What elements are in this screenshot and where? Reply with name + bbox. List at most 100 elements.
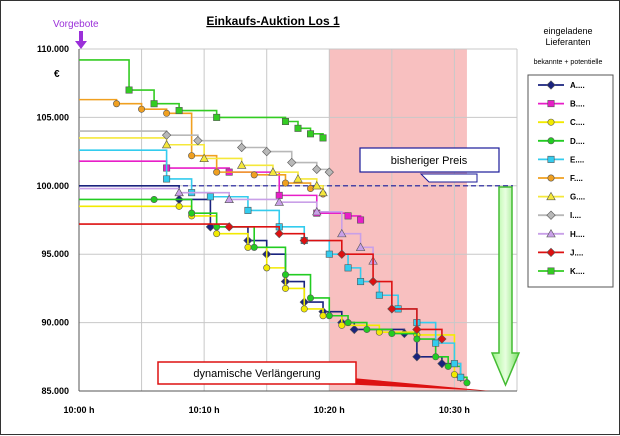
legend-item: G.... <box>538 191 585 202</box>
chart-title: Einkaufs-Auktion Los 1 <box>206 14 340 28</box>
data-point <box>213 168 221 176</box>
legend-title-line1: eingeladene <box>543 26 592 36</box>
data-point <box>312 164 322 175</box>
data-point <box>244 206 252 214</box>
axes: 85.000 90.000 95.000 100.000 105.000 110.000 1… <box>36 44 517 415</box>
legend-swatch-marker <box>547 155 555 163</box>
data-point <box>299 235 309 246</box>
legend-title-line2: Lieferanten <box>545 37 590 47</box>
legend-swatch-marker <box>547 137 555 145</box>
data-point <box>387 304 397 314</box>
data-point <box>193 136 203 146</box>
data-point <box>437 359 447 369</box>
data-point <box>294 124 302 132</box>
data-point <box>337 249 347 259</box>
data-point <box>325 250 333 258</box>
x-tick-label: 10:20 h <box>314 405 345 415</box>
data-point <box>161 139 172 149</box>
legend-item: H.... <box>538 228 585 239</box>
data-point <box>450 360 458 368</box>
data-point <box>163 109 171 117</box>
data-point <box>206 193 214 201</box>
data-point <box>113 100 121 108</box>
y-tick-label: 105.000 <box>36 112 69 122</box>
data-point <box>250 243 258 251</box>
series-layer <box>79 59 471 387</box>
legend-label: G.... <box>570 193 585 202</box>
data-point <box>175 107 183 115</box>
data-point <box>274 197 284 206</box>
x-tick-label: 10:00 h <box>63 405 94 415</box>
data-point <box>432 339 440 347</box>
data-point <box>349 324 359 335</box>
y-tick-label: 100.000 <box>36 181 69 191</box>
data-point <box>199 153 209 162</box>
data-point <box>293 174 303 183</box>
y-tick-label: 90.000 <box>41 318 69 328</box>
legend-swatch-marker <box>547 118 555 126</box>
data-point <box>319 312 327 320</box>
legend-item: I.... <box>538 210 581 220</box>
data-point <box>413 335 421 343</box>
series-10 <box>79 59 327 142</box>
data-point <box>450 371 458 379</box>
data-point <box>307 294 315 302</box>
legend-item: D.... <box>538 137 585 146</box>
legend-label: H.... <box>570 230 585 239</box>
data-point <box>338 321 346 329</box>
data-point <box>319 134 327 142</box>
data-point <box>437 334 447 344</box>
data-point <box>150 100 158 108</box>
data-point <box>344 319 352 327</box>
data-point <box>325 312 333 320</box>
data-point <box>337 228 347 238</box>
legend-label: J.... <box>570 248 583 257</box>
data-point <box>312 180 322 190</box>
data-point <box>268 167 278 176</box>
legend-item: J.... <box>538 247 583 258</box>
legend-swatch-marker <box>547 100 555 108</box>
data-point <box>357 278 365 286</box>
data-point <box>281 179 289 187</box>
data-point <box>457 373 465 381</box>
series-line <box>79 98 324 195</box>
data-point <box>125 86 133 94</box>
data-point <box>281 284 289 292</box>
series-line <box>79 205 456 375</box>
legend-label: K.... <box>570 267 585 276</box>
series-9 <box>79 222 447 344</box>
legend-item: C.... <box>538 118 585 127</box>
series-6 <box>79 137 328 197</box>
legend-item: B.... <box>538 100 585 109</box>
legend-label: F.... <box>570 174 583 183</box>
data-point <box>150 195 158 203</box>
start-bids-label: Vorgebote <box>53 19 99 30</box>
data-point <box>161 130 172 140</box>
data-point <box>281 118 289 126</box>
data-point <box>236 160 247 169</box>
data-point <box>213 113 221 121</box>
y-tick-label: 85.000 <box>41 386 69 396</box>
legend-item: A.... <box>538 80 585 90</box>
data-point <box>262 146 272 157</box>
data-point <box>318 187 328 197</box>
y-tick-label: 110.000 <box>37 44 69 54</box>
price-drop-arrow-icon <box>490 186 521 387</box>
data-point <box>344 264 352 272</box>
data-point <box>357 216 365 224</box>
series-2 <box>79 202 458 379</box>
data-point <box>412 324 422 335</box>
legend-swatch-marker <box>546 247 556 258</box>
data-point <box>174 187 184 197</box>
legend-swatch-marker <box>546 210 556 220</box>
data-point <box>224 222 234 232</box>
data-point <box>213 230 221 238</box>
y-unit-label: € <box>54 69 60 80</box>
y-tick-label: 95.000 <box>41 249 69 259</box>
legend-swatch-marker <box>546 80 556 90</box>
data-point <box>263 264 271 272</box>
legend-swatch-marker <box>547 267 555 275</box>
data-point <box>274 229 284 239</box>
